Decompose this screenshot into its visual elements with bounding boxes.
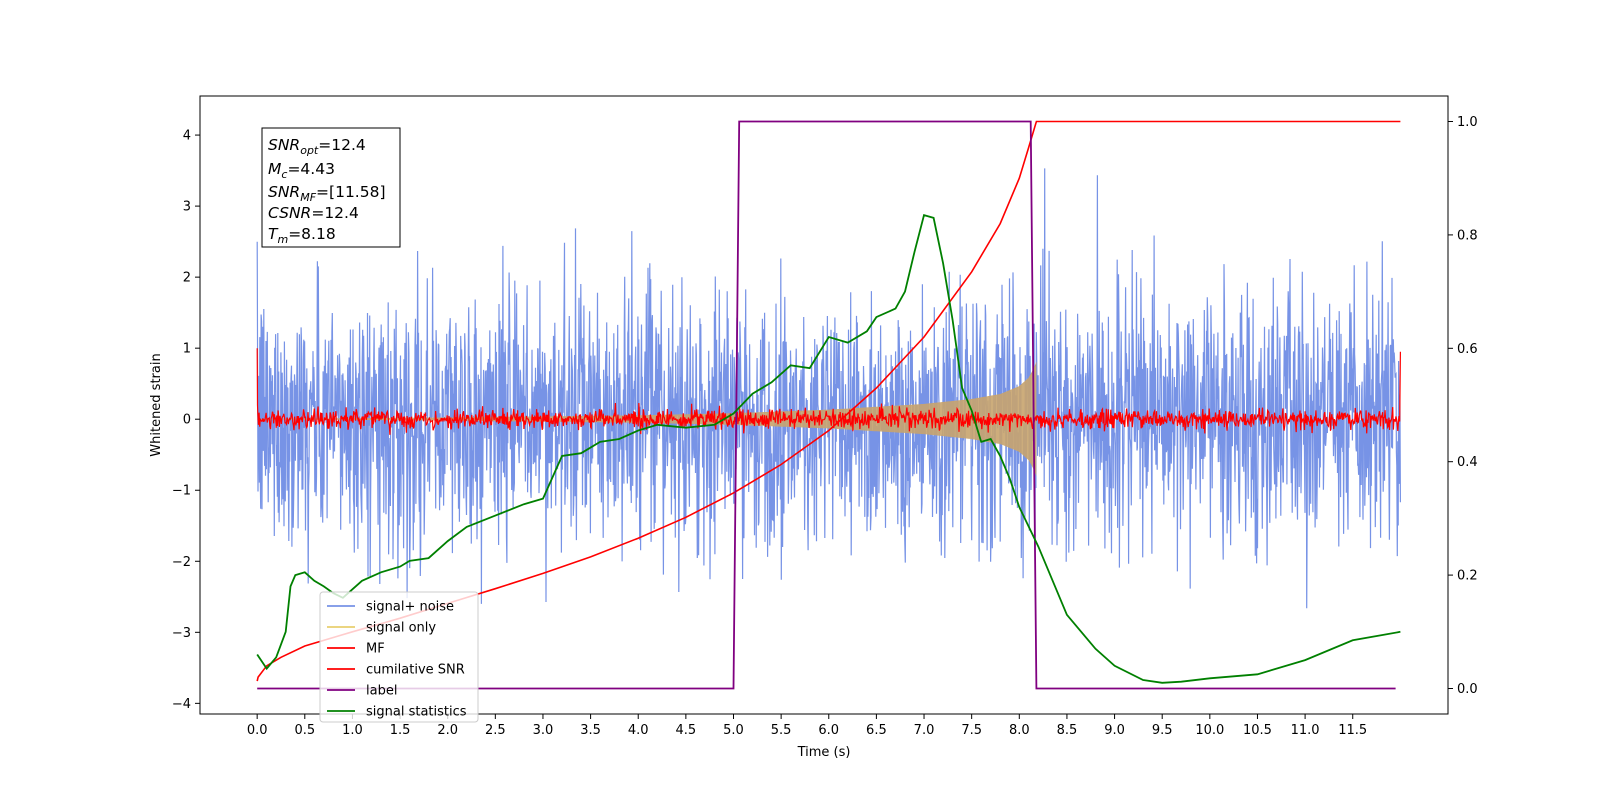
y-left-tick-label: −3 bbox=[172, 626, 191, 641]
x-tick-label: 0.0 bbox=[247, 723, 268, 738]
y-left-tick-label: 2 bbox=[183, 271, 191, 286]
series-cumilative-snr bbox=[256, 120, 1401, 682]
axes-frame bbox=[199, 95, 1449, 715]
x-tick-label: 9.0 bbox=[1104, 723, 1125, 738]
x-tick-label: 0.5 bbox=[294, 723, 315, 738]
x-axis-ticks: 0.0 0.5 1.0 1.5 2.0 2.5 3.0 3.5 4.0 4.5 5.0 5.5 6.0 6… bbox=[247, 714, 1367, 738]
x-tick-label: 10.5 bbox=[1243, 723, 1272, 738]
legend-label-signal-statistics: signal statistics bbox=[366, 705, 467, 720]
x-tick-label: 6.5 bbox=[866, 723, 887, 738]
x-tick-label: 4.0 bbox=[628, 723, 649, 738]
x-tick-label: 9.5 bbox=[1152, 723, 1173, 738]
x-tick-label: 5.0 bbox=[723, 723, 744, 738]
x-tick-label: 5.5 bbox=[771, 723, 792, 738]
y-axis-right-ticks: 1.0 0.8 0.6 0.4 0.2 0.0 bbox=[1448, 115, 1478, 697]
series-label bbox=[257, 120, 1396, 690]
x-tick-label: 10.0 bbox=[1195, 723, 1224, 738]
y-left-tick-label: 4 bbox=[183, 129, 191, 144]
annotation-frame bbox=[261, 127, 401, 248]
annotation-snr-opt: SNRopt=12.4 bbox=[268, 136, 366, 157]
x-tick-label: 8.0 bbox=[1009, 723, 1030, 738]
x-tick-label: 7.5 bbox=[961, 723, 982, 738]
annotation-snr-mf: SNRMF=[11.58] bbox=[268, 183, 386, 204]
y-left-tick-label: −1 bbox=[172, 484, 191, 499]
series-mf bbox=[256, 348, 1401, 435]
legend-label-label: label bbox=[366, 684, 397, 699]
x-tick-label: 2.5 bbox=[485, 723, 506, 738]
x-tick-label: 1.0 bbox=[342, 723, 363, 738]
y-axis-left-ticks: 4 3 2 1 0 −1 −2 −3 −4 bbox=[172, 129, 200, 712]
y-left-tick-label: −4 bbox=[172, 697, 191, 712]
y-right-tick-label: 0.0 bbox=[1457, 682, 1478, 697]
x-tick-label: 6.0 bbox=[818, 723, 839, 738]
x-tick-label: 8.5 bbox=[1057, 723, 1078, 738]
y-left-tick-label: 0 bbox=[183, 413, 191, 428]
x-tick-label: 11.5 bbox=[1338, 723, 1367, 738]
annotation-tm: Tm=8.18 bbox=[268, 225, 336, 246]
series-signal-only bbox=[257, 362, 1037, 420]
legend-label-signal-only: signal only bbox=[366, 621, 436, 636]
x-tick-label: 3.0 bbox=[533, 723, 554, 738]
x-axis-label: Time (s) bbox=[797, 745, 851, 760]
x-tick-label: 1.5 bbox=[390, 723, 411, 738]
x-tick-label: 2.0 bbox=[437, 723, 458, 738]
legend-label-cumilative-snr: cumilative SNR bbox=[366, 663, 465, 678]
y-axis-label: Whitened strain bbox=[149, 353, 164, 456]
annotation-mc: Mc=4.43 bbox=[268, 160, 335, 181]
legend-label-mf: MF bbox=[366, 642, 385, 657]
x-tick-label: 4.5 bbox=[676, 723, 697, 738]
y-right-tick-label: 0.8 bbox=[1457, 228, 1478, 243]
y-right-tick-label: 1.0 bbox=[1457, 115, 1478, 130]
x-tick-label: 3.5 bbox=[580, 723, 601, 738]
legend-label-signal-noise: signal+ noise bbox=[366, 600, 454, 615]
annotation-box: SNRopt=12.4 Mc=4.43 SNRMF=[11.58] CSNR=1… bbox=[261, 127, 401, 248]
legend: signal+ noise signal only MF cumilative SNR… bbox=[319, 591, 479, 723]
y-right-tick-label: 0.4 bbox=[1457, 455, 1478, 470]
annotation-csnr: CSNR=12.4 bbox=[268, 204, 359, 222]
y-left-tick-label: 3 bbox=[183, 200, 191, 215]
legend-frame bbox=[319, 591, 479, 723]
y-left-tick-label: −2 bbox=[172, 555, 191, 570]
y-right-tick-label: 0.6 bbox=[1457, 342, 1478, 357]
y-right-tick-label: 0.2 bbox=[1457, 569, 1478, 584]
x-tick-label: 7.0 bbox=[914, 723, 935, 738]
x-tick-label: 11.0 bbox=[1291, 723, 1320, 738]
y-left-tick-label: 1 bbox=[183, 342, 191, 357]
